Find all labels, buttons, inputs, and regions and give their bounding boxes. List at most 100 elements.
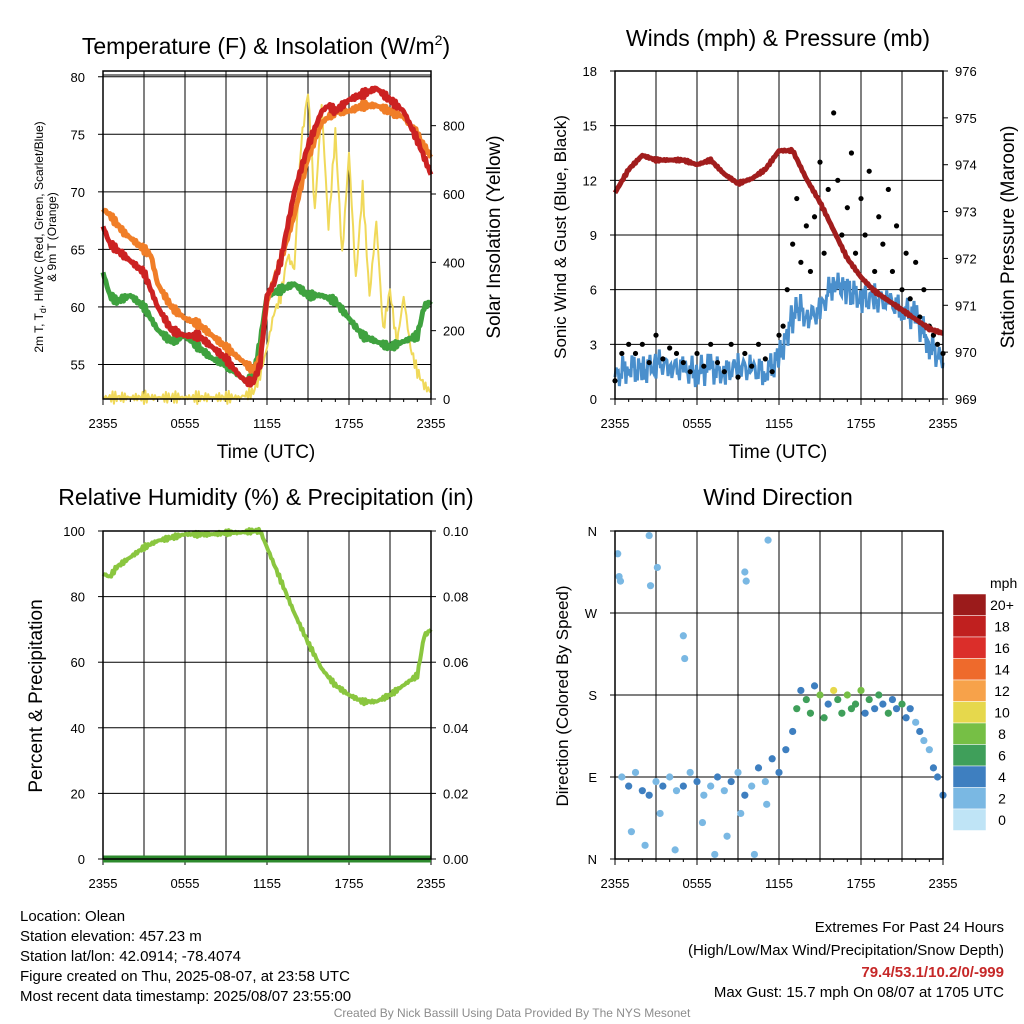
y-tick-label: 80 (71, 590, 85, 605)
gust-point (769, 369, 775, 375)
y2-tick-label: 0.00 (443, 852, 468, 867)
direction-point (793, 705, 801, 713)
gust-point (921, 287, 927, 293)
legend-label: 2 (998, 791, 1006, 807)
direction-point (652, 777, 660, 786)
legend-swatch (952, 722, 987, 745)
y-tick-label: 75 (71, 127, 85, 142)
max-gust: Max Gust: 15.7 mph On 08/07 at 1705 UTC (713, 984, 1004, 1001)
gust-point (893, 223, 900, 229)
direction-point (625, 782, 633, 790)
plot-frame (614, 530, 944, 860)
y2-tick-label: 0.02 (443, 786, 468, 801)
legend-unit-label: mph (990, 575, 1017, 591)
gust-point (903, 250, 909, 256)
legend-swatch (952, 593, 987, 616)
x-tick-label: 1755 (847, 416, 876, 431)
direction-point (631, 768, 640, 777)
x-tick-label: 1755 (847, 876, 876, 891)
direction-point (627, 828, 636, 836)
gust-point (667, 345, 673, 351)
y2-tick-label: 975 (955, 111, 977, 126)
direction-point (789, 727, 797, 736)
figure-created: Figure created on Thu, 2025-08-07, at 23… (20, 968, 350, 985)
direction-point (693, 777, 701, 786)
direction-point (638, 787, 646, 795)
winds-chart-title: Winds (mph) & Pressure (mb) (626, 25, 930, 51)
y-tick-label: 20 (71, 786, 85, 801)
direction-point (898, 700, 906, 708)
legend-label: 18 (994, 619, 1010, 635)
x-tick-label: 2355 (601, 416, 630, 431)
panel-1: 2355 0555 1155 1755 2355 0 3 6 9 12 15 18 969 970 971 9… (583, 64, 977, 431)
direction-point (641, 841, 649, 849)
x-tick-label: 0555 (683, 876, 712, 891)
direction-point (713, 773, 722, 781)
gust-point (811, 214, 818, 220)
legend-swatch (952, 658, 987, 681)
legend-label: 10 (994, 705, 1010, 721)
gust-point (913, 259, 919, 265)
direction-point (666, 773, 674, 781)
gust-point (852, 250, 859, 256)
y2-tick-label: 976 (955, 64, 977, 79)
gust-point (776, 332, 782, 338)
x-tick-label: 1155 (253, 876, 281, 891)
x-tick-label: 1155 (765, 876, 793, 891)
gust-point (762, 356, 768, 362)
direction-point (764, 536, 772, 544)
y2-tick-label: 972 (955, 251, 977, 266)
gust-point (876, 214, 882, 220)
extremes-block: Extremes For Past 24 Hours (High/Low/Max… (688, 918, 1004, 1003)
station-latlon: Station lat/lon: 42.0914; -78.4074 (20, 948, 242, 965)
station-elevation: Station elevation: 457.23 m (20, 928, 202, 945)
x-tick-label: 1755 (335, 876, 364, 891)
gust-point (817, 159, 823, 165)
direction-point (830, 686, 838, 695)
x-tick-label: 2355 (929, 876, 958, 891)
y-tick-label: N (588, 524, 597, 539)
direction-point (865, 695, 873, 704)
gust-point (784, 287, 790, 293)
gust-point (680, 359, 686, 366)
direction-point (618, 773, 626, 781)
direction-point (920, 736, 928, 745)
direction-point (723, 832, 731, 840)
direction-point (810, 682, 819, 690)
y-tick-label: 15 (583, 119, 597, 134)
direction-point (806, 709, 815, 717)
gust-point (885, 186, 891, 193)
direction-point (797, 686, 805, 695)
y-tick-label: 0 (590, 392, 597, 407)
y2-tick-label: 970 (955, 345, 977, 360)
gust-point (673, 350, 680, 357)
x-tick-label: 0555 (683, 416, 712, 431)
x-tick-label: 2355 (89, 876, 118, 891)
gust-point (632, 350, 639, 357)
y-tick-label: 0 (78, 852, 85, 867)
plot-frame (614, 70, 944, 400)
direction-point (656, 809, 664, 818)
direction-point (861, 709, 869, 717)
x-tick-label: 1155 (253, 416, 281, 431)
direction-point (737, 809, 745, 818)
gust-point (687, 369, 693, 375)
gust-point (794, 195, 800, 202)
series-2m-t (100, 85, 434, 388)
y2-tick-label: 600 (443, 187, 465, 202)
y-tick-label: S (588, 688, 597, 703)
y2-tick-label: 0.06 (443, 655, 468, 670)
legend-swatch (952, 744, 987, 767)
y-tick-label: E (588, 770, 597, 785)
series-solar-insolation (102, 93, 432, 405)
station-info: Location: Olean Station elevation: 457.2… (20, 907, 351, 1007)
winds-y-axis-label: Sonic Wind & Gust (Blue, Black) (551, 115, 570, 359)
direction-point (857, 686, 865, 695)
direction-point (916, 727, 924, 736)
legend-label: 4 (998, 769, 1006, 785)
y-tick-label: W (585, 606, 598, 621)
y-tick-label: 12 (583, 173, 597, 188)
direction-chart-title: Wind Direction (703, 484, 853, 510)
gust-point (821, 250, 827, 256)
gust-point (872, 268, 878, 275)
